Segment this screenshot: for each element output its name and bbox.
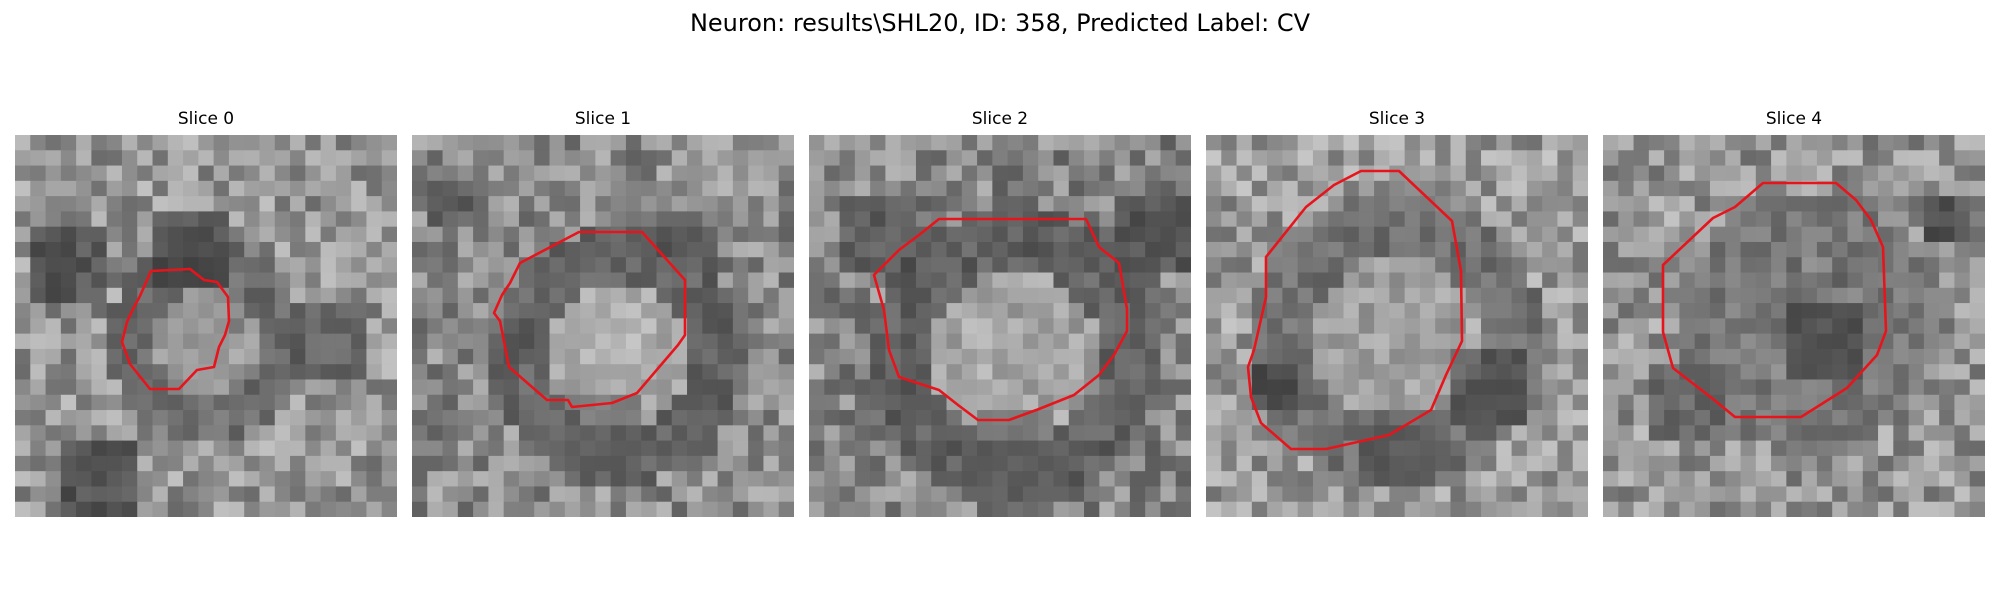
slice-title-2: Slice 2 [971,109,1029,129]
pixel-grid [1206,135,1588,517]
roi-contour [1246,169,1464,451]
roi-contour [1661,181,1888,419]
pixel-grid [1603,135,1985,517]
figure-title: Neuron: results\SHL20, ID: 358, Predicte… [689,9,1311,37]
pixel-grid [15,135,397,517]
pixel-grid [809,135,1191,517]
slice-image-3 [1206,135,1588,517]
roi-contour [492,230,687,409]
slice-title-3: Slice 3 [1368,109,1426,129]
slice-title-4: Slice 4 [1765,109,1823,129]
slice-image-0 [15,135,397,517]
pixel-grid [412,135,794,517]
slice-image-2 [809,135,1191,517]
roi-contour [872,217,1129,422]
slice-title-0: Slice 0 [177,109,235,129]
slice-image-1 [412,135,794,517]
roi-contour [120,267,231,391]
slice-title-1: Slice 1 [574,109,632,129]
slice-image-4 [1603,135,1985,517]
